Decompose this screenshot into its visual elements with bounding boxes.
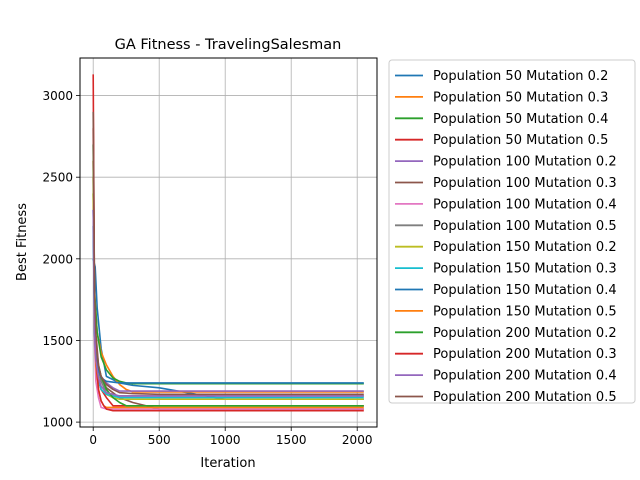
x-tick-label: 2000 — [342, 433, 373, 447]
x-tick-label: 0 — [89, 433, 97, 447]
y-tick-label: 1500 — [42, 334, 73, 348]
y-tick-label: 2000 — [42, 252, 73, 266]
x-tick-label: 1500 — [276, 433, 307, 447]
legend: Population 50 Mutation 0.2 Population 50 … — [388, 59, 636, 405]
y-tick-label: 1000 — [42, 416, 73, 430]
x-tick-label: 500 — [148, 433, 171, 447]
series-line — [92, 209, 364, 399]
series-line — [92, 193, 364, 385]
series-line — [92, 209, 364, 392]
chart-title: GA Fitness - TravelingSalesman — [115, 37, 342, 53]
series-line — [92, 258, 364, 401]
series-lines — [92, 74, 364, 412]
y-tick-label: 3000 — [42, 89, 73, 103]
series-line — [92, 226, 364, 384]
legend-entry: Population 50 Mutation 0.4 — [433, 112, 608, 127]
series-line — [92, 128, 364, 407]
legend-entry: Population 100 Mutation 0.3 — [433, 176, 617, 191]
series-line — [92, 193, 364, 401]
legend-entry: Population 150 Mutation 0.2 — [433, 240, 617, 255]
legend-entry: Population 200 Mutation 0.5 — [433, 390, 617, 405]
series-line — [92, 144, 364, 397]
legend-entry: Population 200 Mutation 0.2 — [433, 326, 617, 341]
legend-entry: Population 200 Mutation 0.4 — [433, 369, 617, 384]
legend-entry: Population 100 Mutation 0.2 — [433, 155, 617, 170]
legend-entry: Population 150 Mutation 0.3 — [433, 262, 617, 277]
x-axis-label: Iteration — [200, 456, 255, 471]
legend-entry: Population 100 Mutation 0.4 — [433, 197, 617, 212]
y-axis: 1000 1500 2000 2500 3000 — [42, 89, 80, 430]
plot-area-frame — [79, 57, 378, 428]
series-line — [92, 209, 364, 397]
series-line — [92, 177, 364, 410]
grid — [80, 58, 377, 427]
legend-entry: Population 100 Mutation 0.5 — [433, 219, 617, 234]
legend-entry: Population 200 Mutation 0.3 — [433, 347, 617, 362]
legend-entry: Population 50 Mutation 0.5 — [433, 133, 608, 148]
x-axis: 0 500 1000 1500 2000 — [89, 427, 372, 447]
series-line — [92, 160, 364, 410]
legend-entry: Population 150 Mutation 0.4 — [433, 283, 617, 298]
y-tick-label: 2500 — [42, 171, 73, 185]
legend-entry: Population 50 Mutation 0.3 — [433, 90, 608, 105]
series-line — [92, 177, 364, 393]
x-tick-label: 1000 — [210, 433, 241, 447]
legend-entry: Population 50 Mutation 0.2 — [433, 69, 608, 84]
series-line — [92, 74, 364, 412]
series-line — [92, 160, 364, 409]
series-line — [92, 144, 364, 407]
y-axis-label: Best Fitness — [15, 203, 30, 281]
legend-frame — [388, 59, 636, 404]
series-line — [92, 111, 364, 396]
legend-entry: Population 150 Mutation 0.5 — [433, 304, 617, 319]
